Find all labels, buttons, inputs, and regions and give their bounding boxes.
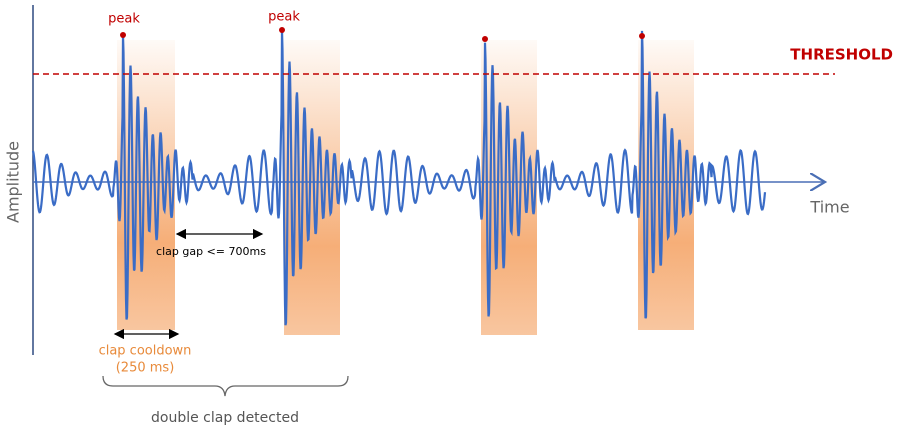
peak-dot	[279, 27, 285, 33]
peak-label: peak	[108, 12, 140, 27]
y-axis-label: Amplitude	[4, 141, 23, 223]
cooldown-label: clap cooldown	[99, 344, 192, 359]
peak-label: peak	[268, 10, 300, 25]
waveform	[31, 30, 767, 326]
cooldown-label: (250 ms)	[116, 361, 175, 376]
clap-gap-label: clap gap <= 700ms	[156, 245, 266, 258]
peak-dot	[639, 33, 645, 39]
threshold-label: THRESHOLD	[790, 46, 893, 64]
brace	[102, 375, 349, 397]
double-clap-label: double clap detected	[151, 410, 299, 426]
peak-dot	[120, 32, 126, 38]
cooldown-band	[284, 40, 340, 335]
peak-dot	[482, 36, 488, 42]
x-axis-label: Time	[809, 198, 849, 217]
